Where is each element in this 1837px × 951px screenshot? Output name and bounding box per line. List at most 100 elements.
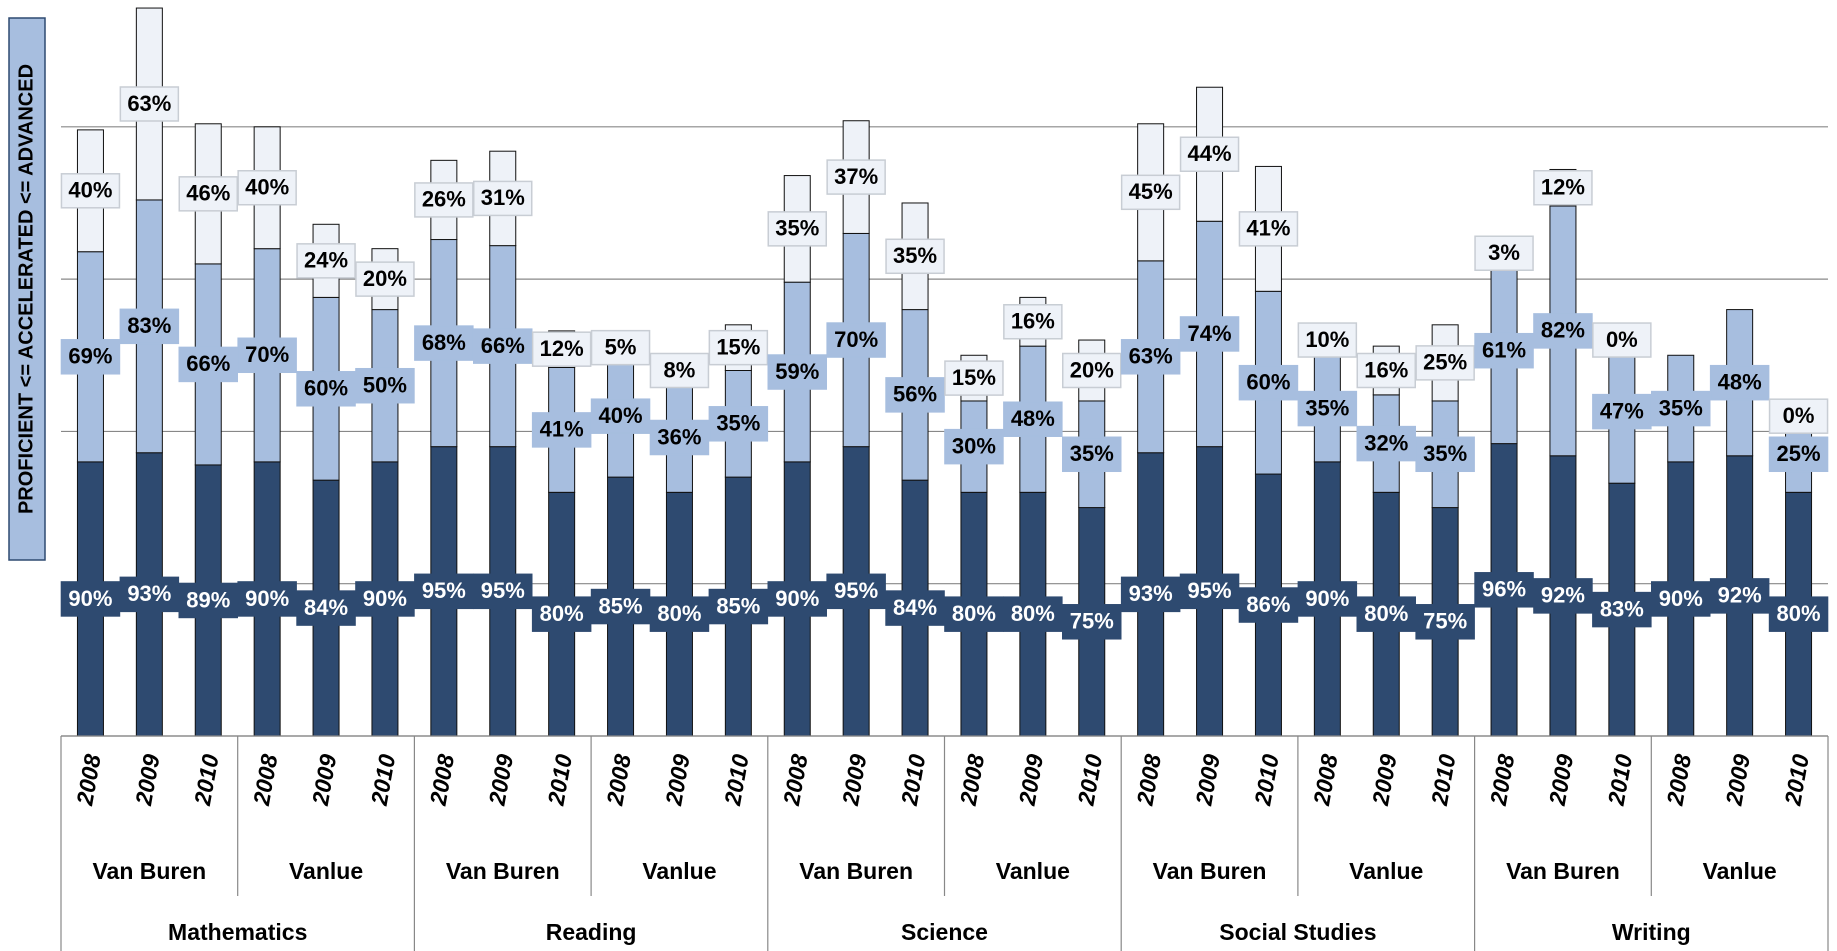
value-label: 59% [775, 359, 819, 384]
value-label: 95% [834, 578, 878, 603]
x-tick-label: 2008 [1485, 752, 1520, 808]
value-label-box [296, 243, 356, 279]
value-label: 5% [605, 334, 637, 359]
x-tick-label: 2008 [425, 752, 460, 808]
value-label-box [1533, 578, 1593, 614]
value-label: 20% [1070, 357, 1114, 382]
value-label-box [1415, 436, 1475, 473]
x-tick-label: 2008 [778, 752, 813, 808]
value-label: 35% [1070, 441, 1114, 466]
value-label-box [885, 377, 945, 413]
value-label: 90% [775, 586, 819, 611]
value-label: 93% [127, 581, 171, 606]
value-label: 80% [657, 601, 701, 626]
subject-label: Science [901, 919, 988, 945]
x-tick-label: 2010 [366, 752, 401, 808]
value-label: 24% [304, 248, 348, 273]
value-label-box [826, 159, 886, 195]
x-tick-label: 2010 [1779, 752, 1814, 808]
value-label-box [1003, 596, 1063, 632]
value-label-box [767, 354, 827, 390]
x-tick-label: 2008 [1308, 752, 1343, 808]
value-label: 16% [1364, 357, 1408, 382]
value-label: 90% [245, 586, 289, 611]
value-label: 47% [1600, 398, 1644, 423]
x-tick-label: 2008 [955, 752, 990, 808]
value-label: 60% [304, 376, 348, 401]
value-label: 31% [481, 185, 525, 210]
value-label-box [473, 180, 533, 217]
x-tick-label: 2010 [1072, 752, 1107, 808]
value-label: 56% [893, 382, 937, 407]
value-label: 0% [1783, 403, 1815, 428]
value-label-box [1238, 211, 1299, 247]
value-label: 48% [1011, 406, 1055, 431]
value-label-box [414, 325, 474, 361]
value-label: 45% [1129, 179, 1173, 204]
value-label-box [355, 261, 415, 297]
value-label-box [1356, 352, 1416, 389]
value-label: 92% [1718, 583, 1762, 608]
value-label-box [178, 176, 238, 212]
value-label-box [1179, 136, 1240, 172]
value-label-box [1768, 596, 1829, 632]
value-label: 32% [1364, 430, 1408, 455]
value-label-box [237, 170, 297, 206]
value-label-box [885, 238, 945, 275]
value-label-box [1120, 576, 1181, 613]
value-label-box [1768, 398, 1829, 434]
x-tick-label: 2009 [837, 752, 872, 808]
value-label: 41% [540, 417, 584, 442]
x-tick-label: 2010 [1249, 752, 1284, 808]
value-label-box [178, 582, 238, 619]
value-label-box [1297, 390, 1358, 427]
value-label-box [355, 367, 415, 404]
school-label: Vanlue [996, 858, 1070, 884]
value-label: 8% [664, 357, 696, 382]
value-label-box [708, 588, 769, 625]
value-label-box [296, 371, 356, 407]
value-label: 10% [1305, 327, 1349, 352]
x-tick-label: 2010 [189, 752, 224, 808]
value-label: 26% [422, 187, 466, 212]
value-label: 90% [1659, 586, 1703, 611]
value-label: 25% [1423, 350, 1467, 375]
x-tick-label: 2009 [1720, 752, 1755, 808]
subject-label: Social Studies [1219, 919, 1376, 945]
x-tick-label: 2008 [1661, 752, 1696, 808]
school-label: Vanlue [1349, 858, 1423, 884]
x-tick-label: 2010 [1426, 752, 1461, 808]
value-label: 92% [1541, 583, 1585, 608]
value-label: 80% [1777, 601, 1821, 626]
value-label: 69% [68, 344, 112, 369]
value-label: 80% [1364, 601, 1408, 626]
value-label: 30% [952, 433, 996, 458]
value-label: 86% [1246, 592, 1290, 617]
value-label: 40% [599, 403, 643, 428]
value-label-box [1120, 174, 1181, 211]
subject-label: Reading [546, 919, 637, 945]
value-label: 35% [716, 411, 760, 436]
x-tick-label: 2009 [130, 752, 165, 808]
x-tick-label: 2009 [1190, 752, 1225, 808]
value-label-box [944, 428, 1004, 465]
value-label-box [1768, 436, 1829, 473]
value-label: 61% [1482, 338, 1526, 363]
value-label-box [1415, 604, 1475, 640]
value-label-box [708, 406, 769, 442]
value-label: 96% [1482, 577, 1526, 602]
value-label-box [708, 329, 769, 366]
x-tick-label: 2009 [307, 752, 342, 808]
value-label: 90% [1305, 586, 1349, 611]
x-tick-label: 2010 [542, 752, 577, 808]
value-label: 80% [952, 601, 996, 626]
value-label: 75% [1070, 609, 1114, 634]
value-label-box [826, 322, 886, 358]
value-label-box [1062, 352, 1122, 389]
value-label-box [473, 573, 533, 610]
value-label-box [178, 346, 238, 383]
value-label: 93% [1129, 581, 1173, 606]
value-label: 74% [1188, 321, 1232, 346]
value-label-box [1238, 587, 1299, 623]
